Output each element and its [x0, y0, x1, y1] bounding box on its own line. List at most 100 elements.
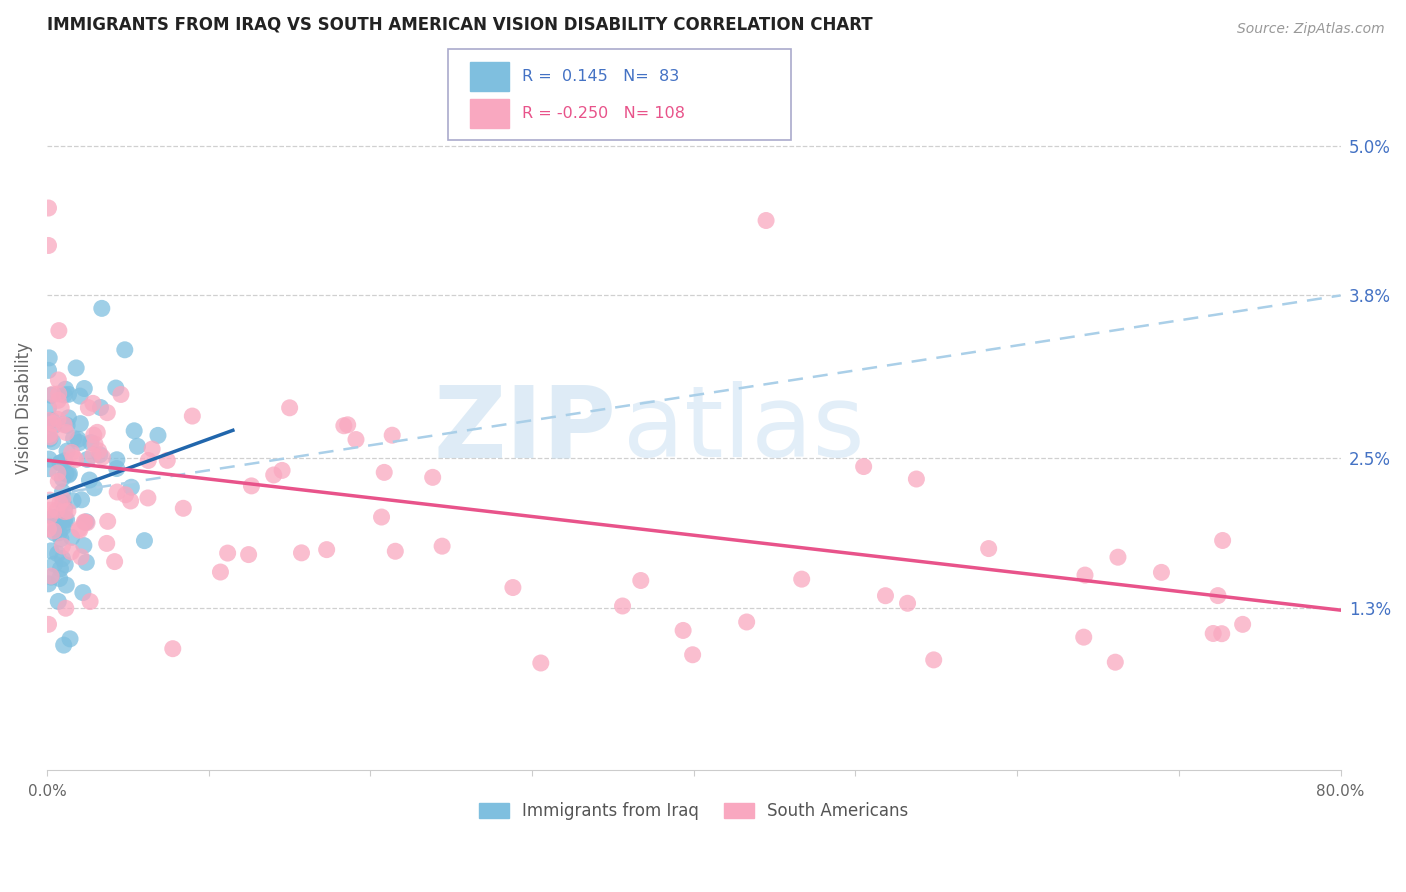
Immigrants from Iraq [105, 461, 128, 475]
South Americans [77, 401, 100, 415]
Immigrants from Iraq [51, 551, 73, 566]
Immigrants from Iraq [53, 388, 76, 402]
South Americans [37, 413, 59, 427]
South Americans [48, 373, 70, 387]
Immigrants from Iraq [51, 484, 73, 499]
South Americans [55, 601, 77, 615]
South Americans [271, 463, 294, 477]
Text: Source: ZipAtlas.com: Source: ZipAtlas.com [1237, 22, 1385, 37]
Immigrants from Iraq [38, 351, 60, 365]
Immigrants from Iraq [41, 413, 63, 427]
Immigrants from Iraq [58, 387, 80, 401]
South Americans [344, 433, 367, 447]
South Americans [1107, 550, 1129, 565]
South Americans [1206, 589, 1229, 603]
Immigrants from Iraq [41, 434, 63, 449]
South Americans [55, 425, 77, 440]
Immigrants from Iraq [44, 557, 66, 571]
South Americans [46, 475, 69, 489]
Immigrants from Iraq [55, 382, 77, 396]
Immigrants from Iraq [58, 467, 80, 481]
South Americans [1211, 626, 1233, 640]
Immigrants from Iraq [90, 301, 112, 316]
South Americans [73, 516, 96, 530]
South Americans [49, 496, 72, 510]
Immigrants from Iraq [75, 555, 97, 569]
Immigrants from Iraq [39, 544, 62, 558]
South Americans [73, 515, 96, 529]
South Americans [790, 572, 813, 586]
South Americans [67, 522, 90, 536]
Immigrants from Iraq [46, 594, 69, 608]
Immigrants from Iraq [38, 461, 60, 475]
Immigrants from Iraq [37, 577, 59, 591]
South Americans [37, 201, 59, 215]
South Americans [96, 536, 118, 550]
Immigrants from Iraq [45, 521, 67, 535]
Immigrants from Iraq [53, 516, 76, 530]
Immigrants from Iraq [37, 401, 59, 415]
South Americans [422, 470, 444, 484]
South Americans [238, 548, 260, 562]
South Americans [1104, 655, 1126, 669]
South Americans [1150, 566, 1173, 580]
South Americans [39, 503, 62, 517]
South Americans [502, 581, 524, 595]
Immigrants from Iraq [69, 417, 91, 431]
South Americans [141, 442, 163, 456]
South Americans [37, 522, 59, 536]
Immigrants from Iraq [76, 452, 98, 467]
Immigrants from Iraq [146, 428, 169, 442]
Text: ZIP: ZIP [433, 381, 616, 478]
Immigrants from Iraq [51, 471, 73, 485]
South Americans [51, 539, 73, 553]
South Americans [672, 624, 695, 638]
Immigrants from Iraq [45, 511, 67, 525]
Immigrants from Iraq [53, 454, 76, 468]
South Americans [1074, 568, 1097, 582]
South Americans [682, 648, 704, 662]
South Americans [37, 617, 59, 632]
South Americans [755, 213, 778, 227]
South Americans [1202, 626, 1225, 640]
Immigrants from Iraq [122, 424, 145, 438]
Immigrants from Iraq [48, 525, 70, 540]
South Americans [105, 485, 128, 500]
South Americans [42, 387, 65, 401]
South Americans [60, 445, 83, 459]
South Americans [209, 565, 232, 579]
South Americans [69, 523, 91, 537]
Immigrants from Iraq [105, 452, 128, 467]
Immigrants from Iraq [104, 381, 127, 395]
South Americans [82, 396, 104, 410]
South Americans [83, 428, 105, 442]
South Americans [263, 467, 285, 482]
Immigrants from Iraq [114, 343, 136, 357]
South Americans [120, 494, 142, 508]
South Americans [384, 544, 406, 558]
South Americans [896, 596, 918, 610]
South Americans [110, 387, 132, 401]
Immigrants from Iraq [134, 533, 156, 548]
Y-axis label: Vision Disability: Vision Disability [15, 342, 32, 474]
Legend: Immigrants from Iraq, South Americans: Immigrants from Iraq, South Americans [472, 796, 915, 827]
South Americans [56, 504, 79, 518]
Text: R = -0.250   N= 108: R = -0.250 N= 108 [522, 105, 685, 120]
South Americans [977, 541, 1000, 556]
Immigrants from Iraq [83, 481, 105, 495]
South Americans [46, 466, 69, 480]
South Americans [162, 641, 184, 656]
FancyBboxPatch shape [449, 49, 790, 140]
South Americans [430, 539, 453, 553]
South Americans [1073, 630, 1095, 644]
South Americans [62, 450, 84, 465]
Immigrants from Iraq [52, 638, 75, 652]
Immigrants from Iraq [46, 547, 69, 561]
South Americans [46, 393, 69, 408]
South Americans [905, 472, 928, 486]
Immigrants from Iraq [45, 520, 67, 534]
Immigrants from Iraq [67, 432, 90, 446]
South Americans [79, 594, 101, 608]
Immigrants from Iraq [62, 493, 84, 508]
South Americans [181, 409, 204, 423]
